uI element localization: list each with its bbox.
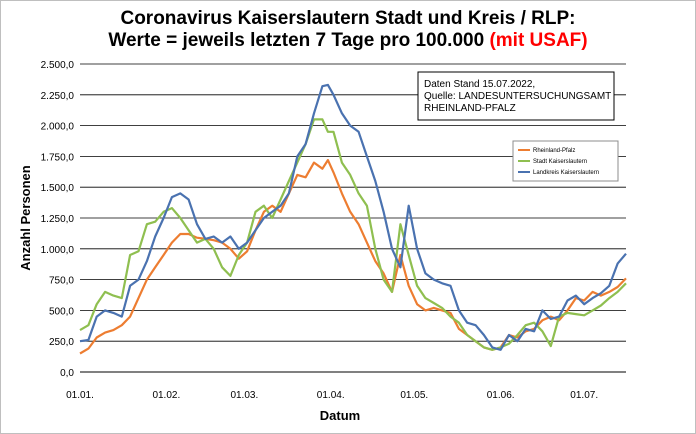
y-tick-label: 1.000,0 [41, 245, 75, 256]
y-tick-label: 2.250,0 [41, 91, 75, 102]
legend: Rheinland-Pfalz Stadt Kaiserslautern Lan… [512, 140, 619, 182]
y-axis-title: Anzahl Personen [18, 165, 33, 271]
chart-title-line1: Coronavirus Kaiserslautern Stadt und Kre… [120, 8, 576, 29]
y-tick-label: 1.750,0 [41, 152, 75, 163]
series-lines [79, 83, 627, 355]
chart-title-line2-main: Werte = jeweils letzten 7 Tage pro 100.0… [108, 30, 485, 51]
x-axis-title: Datum [320, 408, 360, 423]
y-tick-labels: 0,0 250,0 500,0 750,0 1.000,0 1.250,0 1.500,0 1… [41, 60, 75, 379]
x-tick-label: 01.02. [152, 390, 180, 401]
x-tick-label: 01.03. [230, 390, 258, 401]
y-tick-label: 1.250,0 [41, 214, 75, 225]
y-tick-label: 0,0 [60, 368, 74, 379]
grid-layer [80, 63, 626, 373]
y-tick-label: 1.500,0 [41, 183, 75, 194]
x-tick-label: 01.05. [400, 390, 428, 401]
chart-title-line2: Werte = jeweils letzten 7 Tage pro 100.0… [0, 30, 696, 52]
y-tick-label: 250,0 [49, 337, 74, 348]
legend-frame [512, 140, 619, 182]
series-line-landkreis-kaiserslautern [79, 83, 627, 351]
y-tick-label: 750,0 [49, 276, 74, 287]
legend-label-rheinland-pfalz: Rheinland-Pfalz [533, 148, 575, 154]
y-tick-label: 500,0 [49, 306, 74, 317]
series-line-rheinland-pfalz [79, 159, 627, 355]
annotation-line-1: Daten Stand 15.07.2022, [424, 79, 535, 90]
y-tick-label: 2.500,0 [41, 60, 75, 71]
annotation-box: Daten Stand 15.07.2022, Quelle: LANDESUN… [417, 71, 615, 121]
annotation-line-2: Quelle: LANDESUNTERSUCHUNGSAMT [424, 91, 611, 102]
x-tick-label: 01.07. [570, 390, 598, 401]
x-tick-label: 01.04. [317, 390, 345, 401]
y-tick-label: 2.000,0 [41, 122, 75, 133]
annotation-frame [417, 71, 615, 121]
x-tick-labels: 01.01. 01.02. 01.03. 01.04. 01.05. 01.06. 01.0… [66, 390, 598, 401]
x-tick-label: 01.06. [487, 390, 515, 401]
chart-title-highlight: (mit USAF) [489, 30, 588, 51]
x-tick-label: 01.01. [66, 390, 94, 401]
series-line-stadt-kaiserslautern [79, 118, 627, 351]
legend-label-stadt-kaiserslautern: Stadt Kaiserslautern [533, 159, 587, 165]
annotation-line-3: RHEINLAND-PFALZ [424, 103, 516, 114]
legend-label-landkreis-kaiserslautern: Landkreis Kaiserslautern [533, 170, 599, 176]
